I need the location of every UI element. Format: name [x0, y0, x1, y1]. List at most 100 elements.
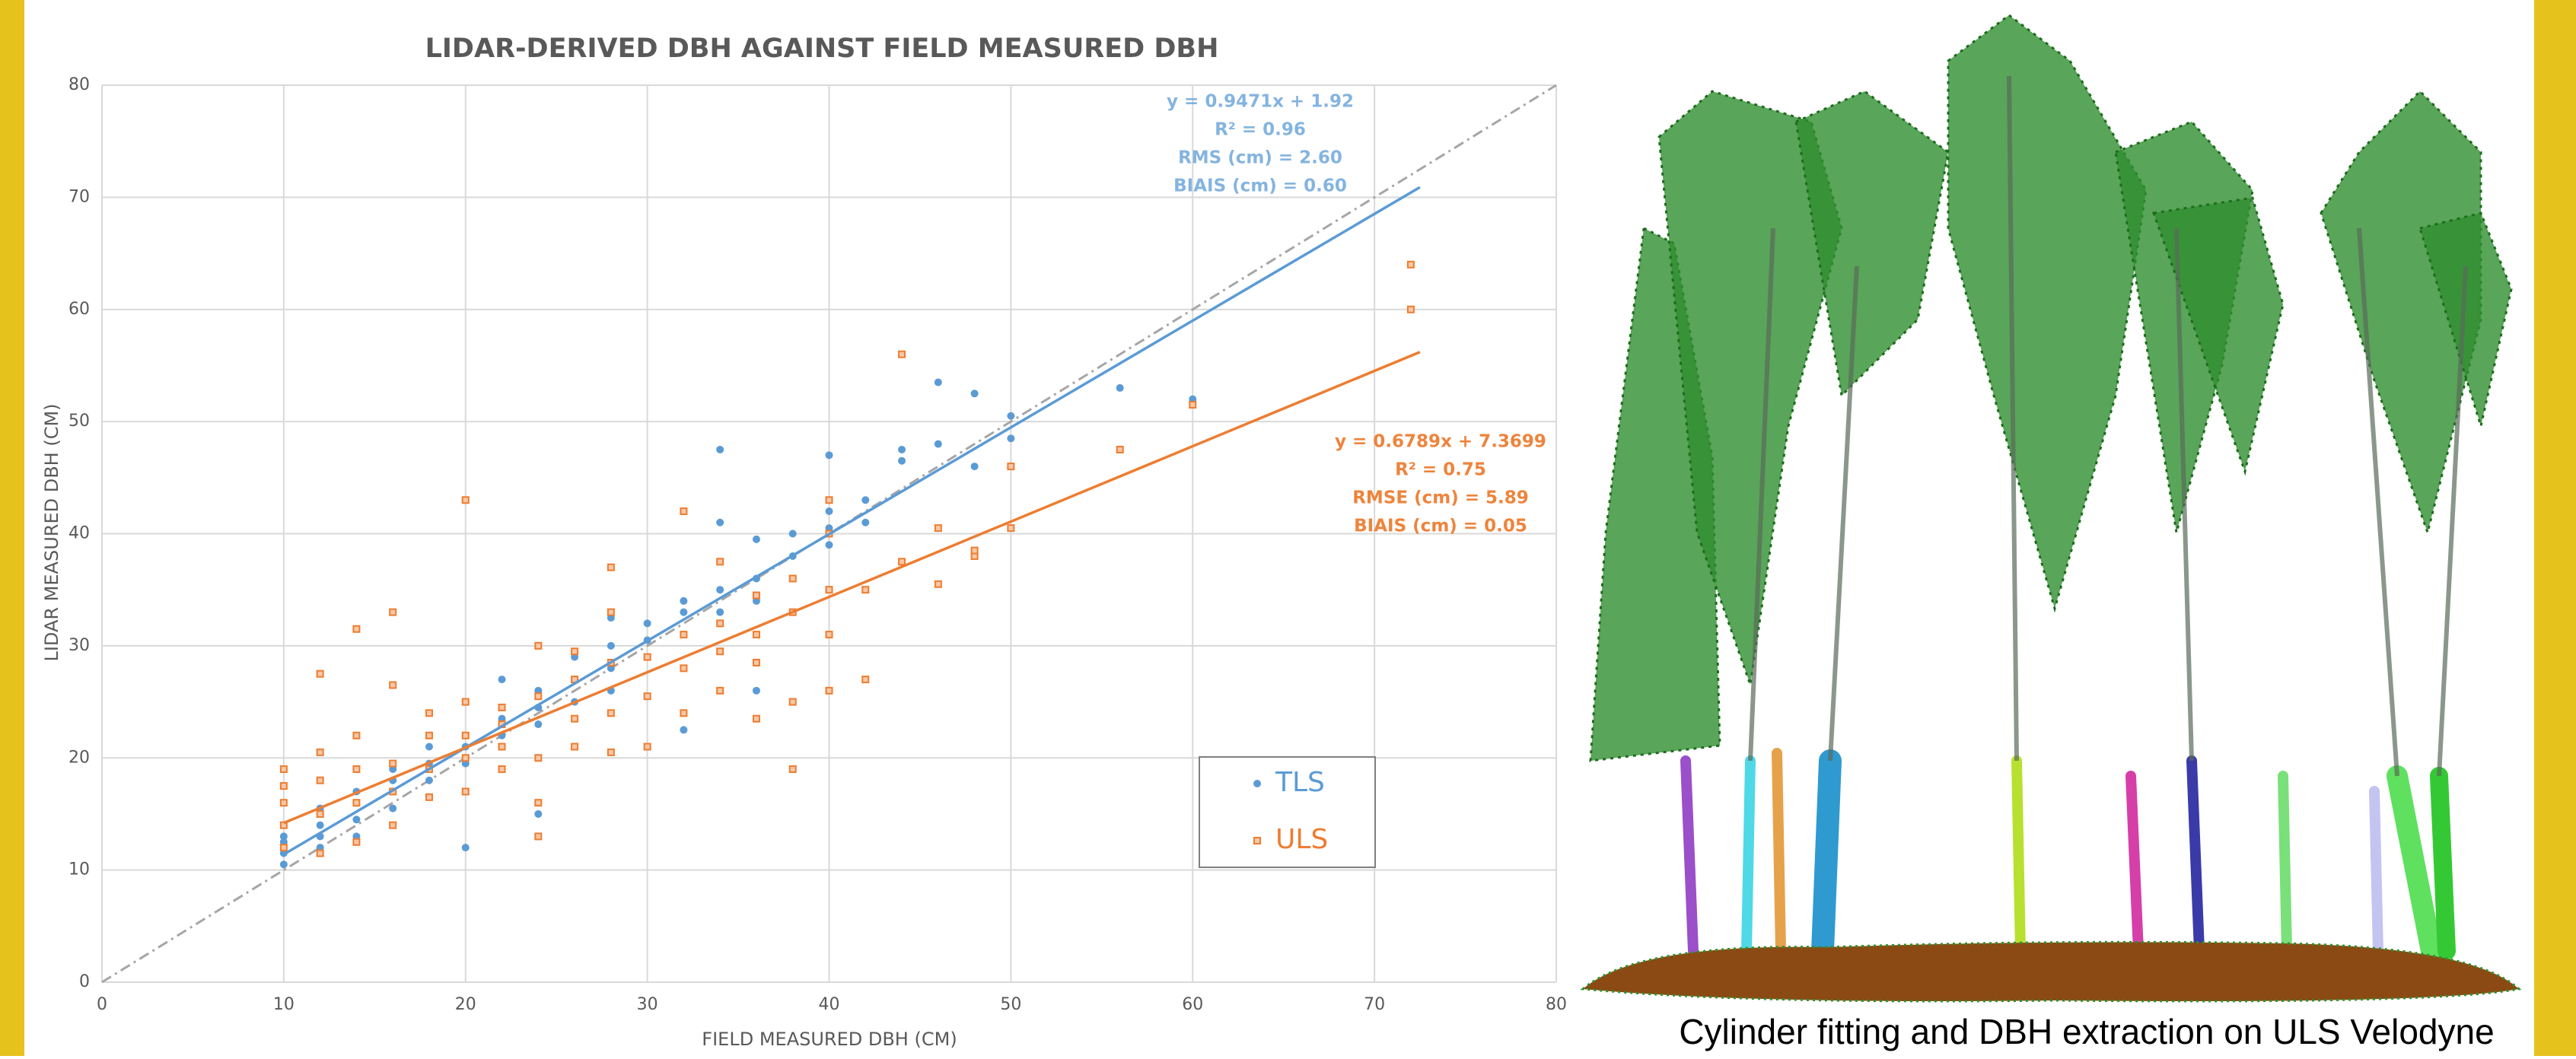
- uls-point: [752, 631, 760, 639]
- point-cloud-image: [1580, 14, 2522, 1003]
- x-tick-label: 80: [1546, 995, 1567, 1014]
- canopy: [1589, 14, 2513, 762]
- tls-point: [316, 821, 324, 829]
- tls-point: [461, 844, 470, 852]
- tls-point: [788, 530, 797, 538]
- uls-point: [389, 681, 397, 689]
- y-tick-label: 70: [68, 187, 90, 206]
- x-tick-label: 0: [97, 995, 107, 1014]
- uls-point: [279, 844, 288, 852]
- uls-point: [788, 698, 797, 706]
- uls-point: [425, 731, 433, 739]
- x-tick-label: 50: [1000, 995, 1021, 1014]
- tls-point: [825, 507, 833, 516]
- tls-point: [643, 619, 651, 628]
- uls-point: [680, 664, 688, 673]
- uls-point: [643, 653, 651, 661]
- uls-point: [534, 641, 543, 650]
- y-tick-label: 30: [68, 636, 90, 655]
- y-axis-title: LIDAR MEASURED DBH (CM): [41, 403, 62, 661]
- y-tick-label: 50: [68, 412, 90, 431]
- tls-point: [498, 676, 506, 684]
- tls-point: [1007, 412, 1015, 420]
- tls-point: [1007, 434, 1015, 443]
- uls-point: [534, 832, 543, 841]
- uls-point: [316, 748, 324, 756]
- uls-point: [607, 608, 615, 616]
- uls-point: [825, 686, 833, 695]
- uls-point: [1007, 463, 1015, 471]
- uls-point: [461, 698, 470, 706]
- uls-point: [934, 580, 942, 588]
- x-tick-label: 40: [819, 995, 840, 1014]
- y-tick-label: 20: [68, 748, 90, 767]
- tls-point: [279, 832, 288, 841]
- uls-point: [279, 765, 288, 773]
- uls-point: [534, 692, 543, 701]
- tls-point: [1116, 383, 1124, 392]
- x-tick-label: 30: [637, 995, 658, 1014]
- tls-point: [352, 816, 361, 824]
- uls-point: [752, 714, 760, 723]
- x-tick-label: 60: [1182, 995, 1203, 1014]
- uls-point: [1116, 445, 1124, 453]
- uls-point: [498, 765, 506, 773]
- uls-point: [716, 558, 724, 566]
- uls-point: [316, 809, 324, 818]
- ground: [1580, 940, 2522, 1003]
- trendline-equation: R² = 0.75: [1395, 460, 1486, 480]
- trendline-equation: BIAIS (cm) = 0.05: [1354, 517, 1527, 536]
- uls-point: [1406, 260, 1415, 269]
- uls-point: [316, 849, 324, 857]
- uls-point: [861, 676, 870, 684]
- uls-point: [352, 838, 361, 846]
- uls-point: [279, 782, 288, 790]
- tls-point: [861, 496, 870, 504]
- uls-point: [898, 558, 906, 566]
- uls-point: [825, 631, 833, 639]
- legend-marker: [1253, 837, 1261, 844]
- uls-point: [861, 586, 870, 594]
- x-tick-label: 10: [273, 995, 295, 1014]
- uls-point: [425, 793, 433, 801]
- uls-point: [788, 574, 797, 583]
- legend-label: TLS: [1275, 767, 1325, 798]
- tls-point: [716, 518, 724, 526]
- uls-point: [279, 799, 288, 807]
- image-caption: Cylinder fitting and DBH extraction on U…: [1679, 1012, 2494, 1051]
- uls-point: [389, 608, 397, 616]
- uls-point: [352, 799, 361, 807]
- uls-point: [425, 709, 433, 717]
- tls-point: [607, 641, 615, 650]
- uls-point: [607, 748, 615, 756]
- uls-point: [571, 743, 579, 751]
- uls-point: [534, 799, 543, 807]
- tls-point: [425, 743, 433, 751]
- y-tick-label: 40: [68, 524, 90, 543]
- uls-point: [1007, 524, 1015, 533]
- tls-point: [389, 804, 397, 813]
- y-tick-label: 80: [68, 75, 90, 94]
- trendline-equation: y = 0.6789x + 7.3699: [1335, 432, 1546, 452]
- uls-point: [461, 754, 470, 762]
- tls-point: [279, 860, 288, 869]
- trendline-equation: BIAIS (cm) = 0.60: [1173, 176, 1347, 196]
- uls-point: [352, 625, 361, 633]
- uls-point: [752, 658, 760, 666]
- x-axis-title: FIELD MEASURED DBH (CM): [702, 1029, 957, 1050]
- uls-point: [1406, 305, 1415, 313]
- uls-point: [680, 631, 688, 639]
- uls-point: [716, 686, 724, 695]
- uls-point: [607, 563, 615, 571]
- tls-point: [680, 596, 688, 605]
- tls-point: [825, 541, 833, 549]
- uls-point: [752, 591, 760, 599]
- legend-marker: [1253, 780, 1261, 787]
- right-border: [2534, 0, 2576, 1056]
- uls-point: [498, 703, 506, 711]
- tls-point: [970, 390, 979, 398]
- tls-point: [934, 440, 942, 448]
- uls-point: [389, 759, 397, 768]
- x-tick-label: 20: [455, 995, 476, 1014]
